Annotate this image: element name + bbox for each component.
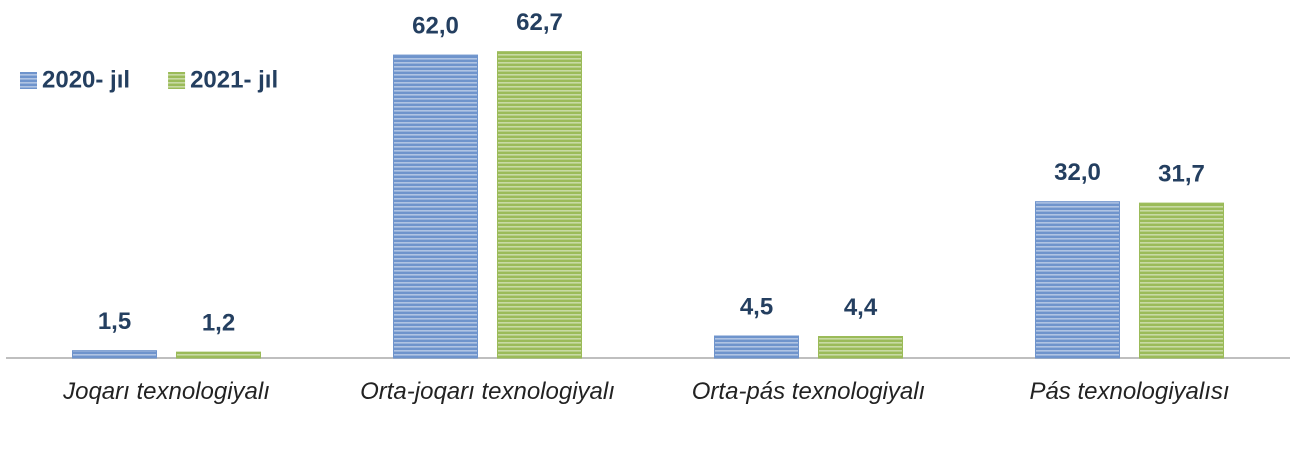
bar <box>1035 201 1120 359</box>
legend-swatch <box>168 72 186 89</box>
x-tick-label: Pás texnologiyalısı <box>1029 378 1230 405</box>
data-label: 4,4 <box>844 294 878 321</box>
x-tick-label: Orta-joqarı texnologiyalı <box>360 378 615 405</box>
legend-swatch <box>20 72 37 89</box>
bar <box>714 335 799 359</box>
bar <box>393 54 478 359</box>
legend-label: 2020- jıl <box>42 66 130 93</box>
bar <box>1139 202 1224 359</box>
data-label: 4,5 <box>740 293 773 320</box>
legend-label: 2021- jıl <box>190 66 278 93</box>
data-label: 62,0 <box>412 12 459 39</box>
data-label: 62,7 <box>516 9 563 36</box>
bar <box>818 336 903 359</box>
bar <box>176 351 261 359</box>
data-label: 1,2 <box>202 309 235 336</box>
data-label: 31,7 <box>1158 160 1205 187</box>
data-label: 1,5 <box>98 308 131 335</box>
x-tick-label: Joqarı texnologiyalı <box>63 378 270 405</box>
bar <box>72 350 157 359</box>
data-label: 32,0 <box>1054 159 1101 186</box>
x-tick-label: Orta-pás texnologiyalı <box>691 378 926 405</box>
bar <box>497 51 582 359</box>
